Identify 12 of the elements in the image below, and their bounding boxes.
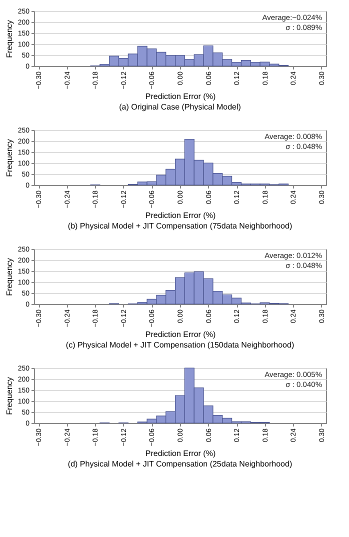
text: (b) Physical Model + JIT Compensation (75data Neighborhood) (68, 222, 292, 231)
y-axis-title: Frequency (4, 139, 14, 177)
x-axis-title: Prediction Error (%) (145, 330, 216, 340)
text: (a) Original Case (Physical Model) (119, 102, 242, 112)
text: (c) Physical Model + JIT Compensation (150data Neighborhood) (66, 340, 294, 350)
x-axis-title: Prediction Error (%) (145, 449, 216, 458)
x-axis-title: Prediction Error (%) (145, 92, 216, 102)
x-axis-title: Prediction Error (%) (145, 211, 216, 220)
text: (d) Physical Model + JIT Compensation (25data Neighborhood) (68, 460, 292, 469)
y-axis-title: Frequency (4, 20, 14, 58)
y-axis-title: Frequency (4, 258, 14, 296)
y-axis-title: Frequency (4, 377, 14, 415)
